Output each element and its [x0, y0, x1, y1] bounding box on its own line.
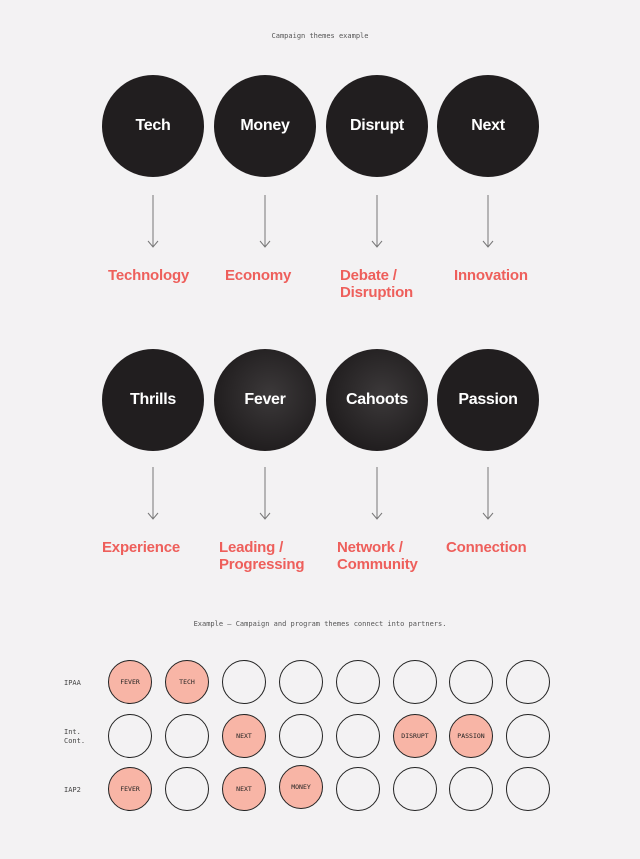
theme-meaning: Network / Community	[337, 539, 418, 573]
down-arrow-icon	[259, 195, 271, 249]
partner-row: Int. Cont. NEXT DISRUPT PASSION	[0, 714, 640, 760]
theme-column: Thrills Experience	[74, 349, 234, 599]
theme-slot	[506, 714, 550, 758]
theme-slot: FEVER	[108, 660, 152, 704]
theme-slot: MONEY	[279, 765, 323, 809]
theme-slot	[165, 714, 209, 758]
theme-circle: Cahoots	[326, 349, 428, 451]
theme-column: Cahoots Network / Community	[298, 349, 458, 599]
theme-slot: FEVER	[108, 767, 152, 811]
theme-slot	[279, 714, 323, 758]
partner-label: IAP2	[64, 785, 81, 794]
theme-slot	[393, 660, 437, 704]
theme-slot: DISRUPT	[393, 714, 437, 758]
down-arrow-icon	[371, 467, 383, 521]
theme-circle: Next	[437, 75, 539, 177]
theme-column: Passion Connection	[409, 349, 569, 599]
theme-meaning: Innovation	[454, 267, 528, 284]
top-caption: Campaign themes example	[271, 32, 369, 40]
partner-label: IPAA	[64, 678, 81, 687]
theme-meaning: Experience	[102, 539, 181, 556]
theme-column: Fever Leading / Progressing	[186, 349, 346, 599]
theme-slot	[279, 660, 323, 704]
theme-slot: TECH	[165, 660, 209, 704]
theme-slot	[165, 767, 209, 811]
theme-slot	[393, 767, 437, 811]
theme-column: Disrupt Debate / Disruption	[298, 75, 458, 325]
theme-slot	[336, 714, 380, 758]
theme-slot	[449, 767, 493, 811]
down-arrow-icon	[371, 195, 383, 249]
theme-slot	[506, 767, 550, 811]
partner-label: Int. Cont.	[64, 728, 86, 745]
theme-column: Next Innovation	[409, 75, 569, 325]
partner-row: IPAA FEVER TECH	[0, 660, 640, 706]
bottom-caption: Example – Campaign and program themes co…	[193, 620, 447, 628]
theme-meaning: Connection	[446, 539, 527, 556]
theme-slot	[336, 767, 380, 811]
theme-column: Tech Technology	[74, 75, 234, 325]
theme-circle: Tech	[102, 75, 204, 177]
theme-meaning: Economy	[225, 267, 292, 284]
theme-slot	[506, 660, 550, 704]
theme-meaning: Leading / Progressing	[219, 539, 305, 573]
down-arrow-icon	[147, 195, 159, 249]
theme-circle: Thrills	[102, 349, 204, 451]
theme-slot: NEXT	[222, 767, 266, 811]
down-arrow-icon	[482, 467, 494, 521]
down-arrow-icon	[482, 195, 494, 249]
theme-circle: Money	[214, 75, 316, 177]
theme-column: Money Economy	[186, 75, 346, 325]
theme-slot	[222, 660, 266, 704]
theme-slot	[336, 660, 380, 704]
down-arrow-icon	[259, 467, 271, 521]
theme-meaning: Technology	[108, 267, 190, 284]
theme-row-2: Thrills Experience Fever Leading / Progr…	[0, 349, 640, 599]
theme-slot	[108, 714, 152, 758]
theme-row-1: Tech Technology Money Economy Disrupt De…	[0, 75, 640, 325]
theme-meaning: Debate / Disruption	[340, 267, 413, 301]
theme-circle: Disrupt	[326, 75, 428, 177]
theme-circle: Passion	[437, 349, 539, 451]
theme-circle: Fever	[214, 349, 316, 451]
theme-slot: PASSION	[449, 714, 493, 758]
theme-slot: NEXT	[222, 714, 266, 758]
theme-slot	[449, 660, 493, 704]
down-arrow-icon	[147, 467, 159, 521]
partner-row: IAP2 FEVER NEXT MONEY	[0, 765, 640, 813]
